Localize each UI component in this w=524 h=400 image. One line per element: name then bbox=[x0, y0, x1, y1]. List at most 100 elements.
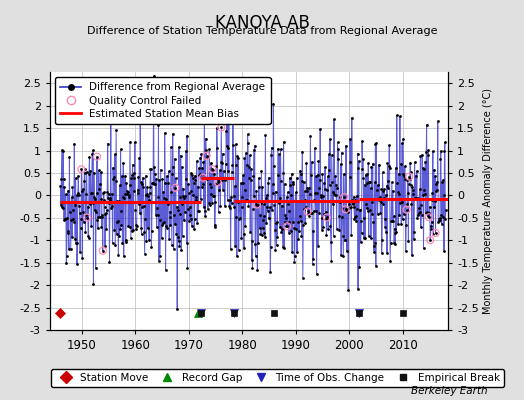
Point bbox=[161, 180, 169, 186]
Point bbox=[307, 172, 315, 178]
Point bbox=[58, 147, 66, 154]
Point bbox=[189, 192, 197, 198]
Point bbox=[167, 188, 176, 195]
Point bbox=[376, 210, 385, 216]
Point bbox=[191, 172, 199, 179]
Point bbox=[227, 200, 236, 206]
Point bbox=[215, 187, 224, 194]
Point bbox=[155, 258, 163, 264]
Point bbox=[86, 190, 95, 196]
Point bbox=[365, 179, 374, 185]
Point bbox=[62, 252, 71, 259]
Point bbox=[403, 177, 412, 184]
Point bbox=[286, 181, 294, 188]
Point bbox=[190, 180, 198, 186]
Point bbox=[118, 194, 127, 200]
Point bbox=[176, 193, 184, 200]
Point bbox=[184, 181, 192, 188]
Point bbox=[362, 205, 370, 212]
Point bbox=[246, 229, 255, 235]
Point bbox=[172, 175, 180, 182]
Point bbox=[392, 164, 400, 171]
Point bbox=[179, 192, 188, 199]
Point bbox=[116, 226, 124, 233]
Point bbox=[290, 258, 299, 265]
Point bbox=[339, 233, 347, 239]
Point bbox=[99, 189, 107, 196]
Point bbox=[410, 159, 419, 166]
Point bbox=[294, 197, 303, 204]
Point bbox=[341, 206, 350, 212]
Point bbox=[412, 195, 420, 201]
Point bbox=[221, 177, 230, 183]
Point bbox=[73, 261, 81, 267]
Point bbox=[298, 148, 307, 155]
Point bbox=[300, 179, 308, 185]
Point bbox=[427, 226, 435, 232]
Point bbox=[377, 250, 386, 256]
Point bbox=[94, 225, 102, 232]
Point bbox=[74, 173, 82, 179]
Point bbox=[257, 168, 266, 174]
Point bbox=[300, 206, 308, 212]
Point bbox=[361, 181, 369, 188]
Point bbox=[174, 207, 182, 214]
Point bbox=[160, 219, 168, 225]
Point bbox=[251, 241, 259, 247]
Point bbox=[360, 215, 368, 222]
Point bbox=[163, 201, 172, 208]
Point bbox=[350, 216, 358, 222]
Point bbox=[250, 143, 259, 149]
Point bbox=[377, 186, 385, 192]
Point bbox=[104, 191, 113, 197]
Point bbox=[341, 237, 350, 243]
Point bbox=[436, 156, 445, 162]
Point bbox=[198, 184, 206, 190]
Point bbox=[409, 190, 417, 197]
Point bbox=[335, 227, 344, 234]
Point bbox=[431, 173, 439, 179]
Point bbox=[196, 196, 205, 202]
Point bbox=[236, 198, 244, 204]
Point bbox=[323, 214, 331, 221]
Point bbox=[59, 205, 67, 212]
Point bbox=[74, 190, 82, 196]
Point bbox=[142, 238, 150, 244]
Point bbox=[98, 214, 106, 220]
Point bbox=[244, 140, 252, 146]
Point bbox=[260, 230, 268, 236]
Point bbox=[122, 180, 130, 186]
Point bbox=[287, 192, 296, 198]
Point bbox=[166, 208, 174, 215]
Point bbox=[149, 73, 158, 80]
Point bbox=[127, 235, 135, 242]
Point bbox=[107, 190, 116, 197]
Point bbox=[256, 212, 264, 218]
Point bbox=[225, 202, 234, 209]
Point bbox=[184, 190, 193, 196]
Point bbox=[418, 151, 427, 158]
Point bbox=[411, 172, 420, 179]
Point bbox=[204, 175, 213, 182]
Point bbox=[305, 190, 314, 197]
Point bbox=[74, 192, 83, 198]
Point bbox=[59, 148, 68, 154]
Point bbox=[79, 186, 87, 192]
Point bbox=[192, 194, 201, 200]
Point bbox=[246, 177, 255, 183]
Point bbox=[221, 203, 229, 209]
Point bbox=[339, 252, 347, 259]
Point bbox=[83, 214, 91, 221]
Point bbox=[163, 224, 171, 231]
Point bbox=[288, 171, 296, 177]
Point bbox=[106, 197, 114, 204]
Point bbox=[270, 202, 278, 208]
Point bbox=[423, 209, 431, 215]
Point bbox=[426, 237, 434, 243]
Point bbox=[127, 228, 136, 234]
Point bbox=[260, 213, 269, 220]
Point bbox=[323, 187, 332, 193]
Point bbox=[265, 215, 273, 221]
Point bbox=[273, 218, 281, 225]
Point bbox=[294, 219, 302, 225]
